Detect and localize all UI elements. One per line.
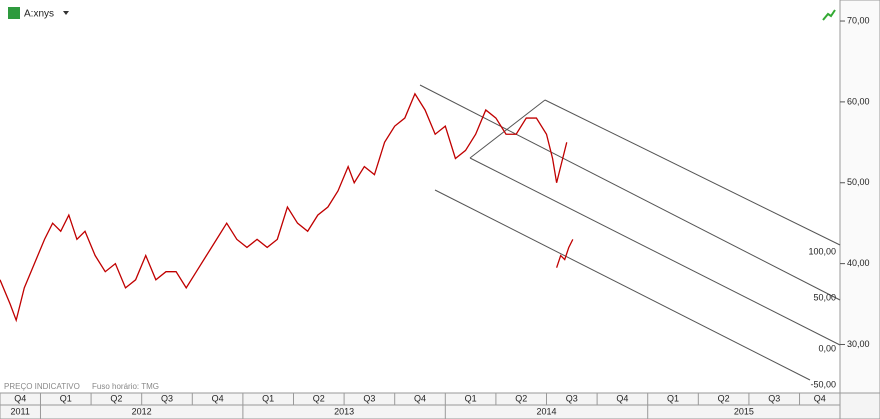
year-label: 2015 [734, 406, 754, 416]
x-tick-label: Q1 [262, 393, 274, 403]
price-line [556, 239, 574, 268]
price-line [0, 92, 568, 323]
annotation: 100,00 [808, 246, 836, 256]
x-tick-label: Q1 [465, 393, 477, 403]
x-tick-label: Q4 [414, 393, 426, 403]
y-tick-label: 60,00 [847, 96, 870, 106]
footer-note: Fuso horário: TMG [92, 382, 159, 391]
annotation: 50,00 [813, 292, 836, 302]
year-label: 2013 [334, 406, 354, 416]
x-tick-label: Q2 [515, 393, 527, 403]
dropdown-arrow[interactable] [63, 11, 69, 15]
x-tick-label: Q4 [14, 393, 26, 403]
pitchfork-line [544, 99, 841, 246]
x-tick-label: Q4 [814, 393, 826, 403]
x-tick-label: Q2 [110, 393, 122, 403]
year-label: 2011 [11, 406, 30, 416]
annotation: 0,00 [818, 343, 836, 353]
y-tick-label: 70,00 [847, 15, 870, 25]
x-tick-label: Q3 [161, 393, 173, 403]
legend-icon[interactable] [8, 7, 20, 19]
pitchfork-line [419, 84, 841, 301]
pitchfork-line [434, 189, 811, 381]
x-tick-label: Q1 [667, 393, 679, 403]
x-tick-label: Q4 [212, 393, 224, 403]
legend-entry[interactable]: A:xnys [24, 9, 54, 20]
year-label: 2012 [132, 406, 152, 416]
y-axis-panel [839, 0, 880, 394]
y-tick-label: 30,00 [847, 339, 870, 349]
x-axis-panel [0, 392, 880, 419]
x-tick-label: Q2 [313, 393, 325, 403]
pitchfork-line [469, 157, 841, 346]
footer-note: PREÇO INDICATIVO [4, 382, 80, 391]
annotation: -50,00 [810, 379, 836, 389]
y-tick-label: 50,00 [847, 177, 870, 187]
x-tick-label: Q4 [616, 393, 628, 403]
pitchfork [419, 84, 841, 381]
x-tick-label: Q3 [566, 393, 578, 403]
x-tick-label: Q1 [60, 393, 72, 403]
x-tick-label: Q3 [768, 393, 780, 403]
x-tick-label: Q2 [718, 393, 730, 403]
year-label: 2014 [536, 406, 556, 416]
pitchfork-line [469, 99, 546, 159]
trend-icon[interactable] [822, 9, 836, 21]
y-tick-label: 40,00 [847, 258, 870, 268]
x-tick-label: Q3 [363, 393, 375, 403]
